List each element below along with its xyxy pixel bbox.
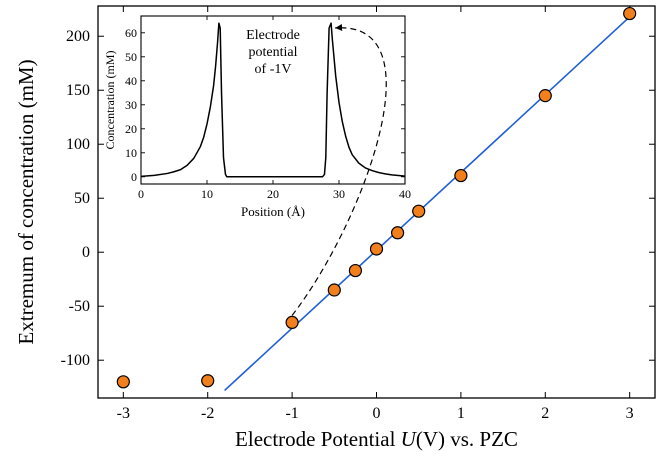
inset-y-tick-label: 20 xyxy=(125,122,137,136)
dashed-arrow xyxy=(291,23,387,316)
inset-y-tick-label: 30 xyxy=(125,98,137,112)
data-point xyxy=(390,226,405,240)
y-tick-label: 150 xyxy=(66,82,90,99)
inset-y-tick-label: 50 xyxy=(125,50,137,64)
inset-plot: 0 10 20 30 40 0 10 20 30 40 50 60 Position (Å) Concen… xyxy=(103,15,411,219)
inset-title: Electrode potential of -1V xyxy=(246,28,300,77)
data-point xyxy=(369,242,384,256)
data-point xyxy=(412,204,426,218)
y-axis-title: Extremum of concentration (mM) xyxy=(14,59,38,344)
data-point xyxy=(454,168,468,183)
data-point xyxy=(538,89,552,103)
data-point xyxy=(327,283,341,297)
data-point xyxy=(116,375,130,389)
y-tick-label: 100 xyxy=(66,136,90,153)
data-point xyxy=(348,263,363,278)
inset-x-tick-label: 40 xyxy=(399,187,411,201)
inset-y-tick-label: 10 xyxy=(125,146,137,160)
x-tick-label: -3 xyxy=(117,405,130,422)
x-tick-label: -2 xyxy=(201,405,214,422)
y-tick-label: -50 xyxy=(69,298,90,315)
x-tick-label: 2 xyxy=(541,405,549,422)
inset-y-tick-label: 40 xyxy=(125,74,137,88)
x-tick-label: 0 xyxy=(373,405,381,422)
y-tick-label: 200 xyxy=(66,28,90,45)
x-tick-label: -1 xyxy=(285,405,298,422)
y-tick-label: -100 xyxy=(61,352,90,369)
inset-y-axis-title: Concentration (mM) xyxy=(103,51,117,150)
data-point xyxy=(623,6,637,21)
y-tick-label: 0 xyxy=(82,244,90,261)
x-axis-title: Electrode Potential U(V) vs. PZC xyxy=(235,427,518,451)
inset-x-tick-label: 20 xyxy=(267,187,279,201)
inset-x-tick-label: 10 xyxy=(201,187,213,201)
y-tick-label: 50 xyxy=(74,190,90,207)
inset-x-tick-label: 30 xyxy=(333,187,345,201)
data-point xyxy=(201,374,215,388)
x-tick-label: 1 xyxy=(457,405,465,422)
inset-y-tick-label: 0 xyxy=(131,170,137,184)
x-tick-label: 3 xyxy=(626,405,634,422)
data-point xyxy=(285,315,299,330)
inset-concentration-curve xyxy=(140,22,406,178)
inset-x-tick-label: 0 xyxy=(138,187,144,201)
inset-y-tick-label: 60 xyxy=(125,26,137,40)
inset-x-axis-title: Position (Å) xyxy=(241,204,305,219)
annotation-layer xyxy=(291,23,387,316)
